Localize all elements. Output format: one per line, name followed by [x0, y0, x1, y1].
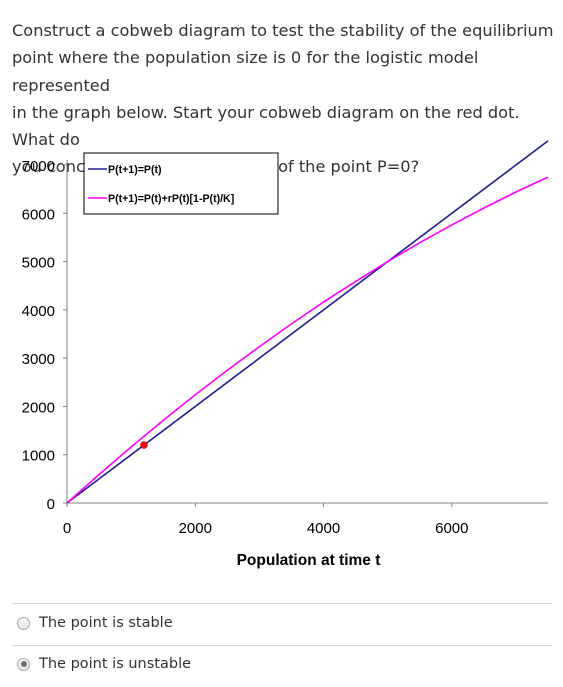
x-tick-label: 4000 [307, 520, 340, 537]
series-line-1 [67, 140, 549, 504]
legend-box [83, 152, 279, 215]
options-divider [12, 645, 552, 646]
question-line: point where the population size is 0 for… [12, 48, 479, 95]
y-tick-label: 0 [47, 496, 55, 513]
y-tick-label: 4000 [22, 303, 55, 320]
x-tick-label: 2000 [179, 520, 212, 537]
legend-entry: P(t+1)=P(t)+rP(t)[1-P(t)/K] [108, 193, 234, 205]
option-label: The point is stable [39, 615, 173, 631]
question-line: Construct a cobweb diagram to test the s… [12, 21, 554, 40]
legend-entry: P(t+1)=P(t) [108, 164, 162, 176]
question-line: in the graph below. Start your cobweb di… [12, 102, 520, 150]
options-divider [12, 603, 552, 604]
x-tick-label: 6000 [435, 520, 468, 537]
x-tick-label: 0 [63, 520, 71, 537]
series-line-2 [67, 176, 549, 504]
cobweb-chart: 0 1000 2000 3000 4000 5000 6000 7000 0 2000 4000 60… [0, 140, 563, 580]
radio-button-stable[interactable] [17, 616, 30, 630]
x-axis-label: Population at time t [237, 552, 381, 569]
chart-svg: 0 1000 2000 3000 4000 5000 6000 7000 0 2000 4000 60… [22, 140, 549, 569]
option-stable[interactable]: The point is stable [17, 612, 173, 634]
y-tick-label: 6000 [22, 206, 55, 223]
y-tick-label: 1000 [22, 448, 55, 465]
radio-button-unstable[interactable] [17, 657, 30, 671]
y-tick-label: 5000 [22, 255, 55, 272]
option-label: The point is unstable [39, 656, 192, 672]
y-tick-label: 7000 [22, 158, 55, 175]
start-point-marker [140, 441, 148, 449]
y-tick-label: 3000 [22, 351, 55, 368]
y-tick-label: 2000 [22, 399, 55, 416]
option-unstable[interactable]: The point is unstable [17, 653, 191, 675]
